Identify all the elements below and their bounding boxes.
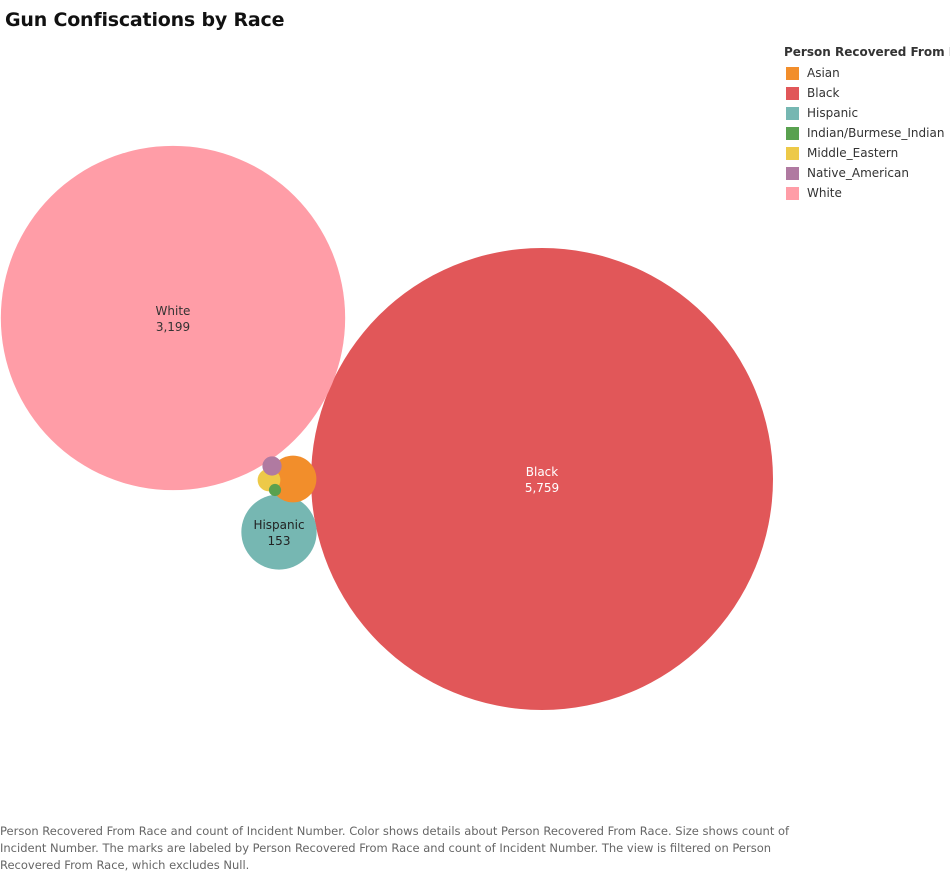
legend-swatch (786, 106, 799, 120)
legend-swatch (786, 166, 799, 180)
legend-item[interactable]: Middle_Eastern (784, 143, 950, 163)
bubble-chart: Black 5,759 White 3,199 Hispanic 153 (0, 145, 773, 710)
legend-swatch (786, 66, 799, 80)
bubble-indian-burmese-indian[interactable] (268, 483, 282, 497)
bubble-value-label: 3,199 (156, 320, 190, 334)
legend-swatch (786, 86, 799, 100)
bubble-black[interactable] (311, 248, 773, 710)
legend-item[interactable]: Indian/Burmese_Indian (784, 123, 950, 143)
legend-item[interactable]: White (784, 183, 950, 203)
legend-item[interactable]: Hispanic (784, 103, 950, 123)
legend-item[interactable]: Black (784, 83, 950, 103)
legend-title: Person Recovered From Race (784, 45, 950, 59)
legend-label: Indian/Burmese_Indian (807, 126, 945, 140)
chart-caption: Person Recovered From Race and count of … (0, 824, 790, 872)
legend-label: Black (807, 86, 840, 100)
bubble-value-label: 153 (268, 534, 291, 548)
legend: Person Recovered From Race Asian Black His… (784, 45, 950, 203)
legend-swatch (786, 186, 799, 200)
legend-label: White (807, 186, 842, 200)
bubble-category-label: Black (526, 465, 559, 479)
legend-item[interactable]: Asian (784, 63, 950, 83)
bubble-category-label: Hispanic (253, 518, 304, 532)
chart-title: Gun Confiscations by Race (5, 9, 285, 31)
bubble-category-label: White (156, 304, 191, 318)
legend-label: Native_American (807, 166, 909, 180)
legend-label: Middle_Eastern (807, 146, 899, 160)
bubble-native-american[interactable] (262, 456, 282, 476)
legend-swatch (786, 126, 799, 140)
legend-item[interactable]: Native_American (784, 163, 950, 183)
bubble-hispanic[interactable] (241, 494, 317, 570)
bubble-white[interactable] (0, 145, 346, 491)
legend-label: Asian (807, 66, 840, 80)
bubble-value-label: 5,759 (525, 481, 559, 495)
legend-label: Hispanic (807, 106, 859, 120)
legend-swatch (786, 146, 799, 160)
